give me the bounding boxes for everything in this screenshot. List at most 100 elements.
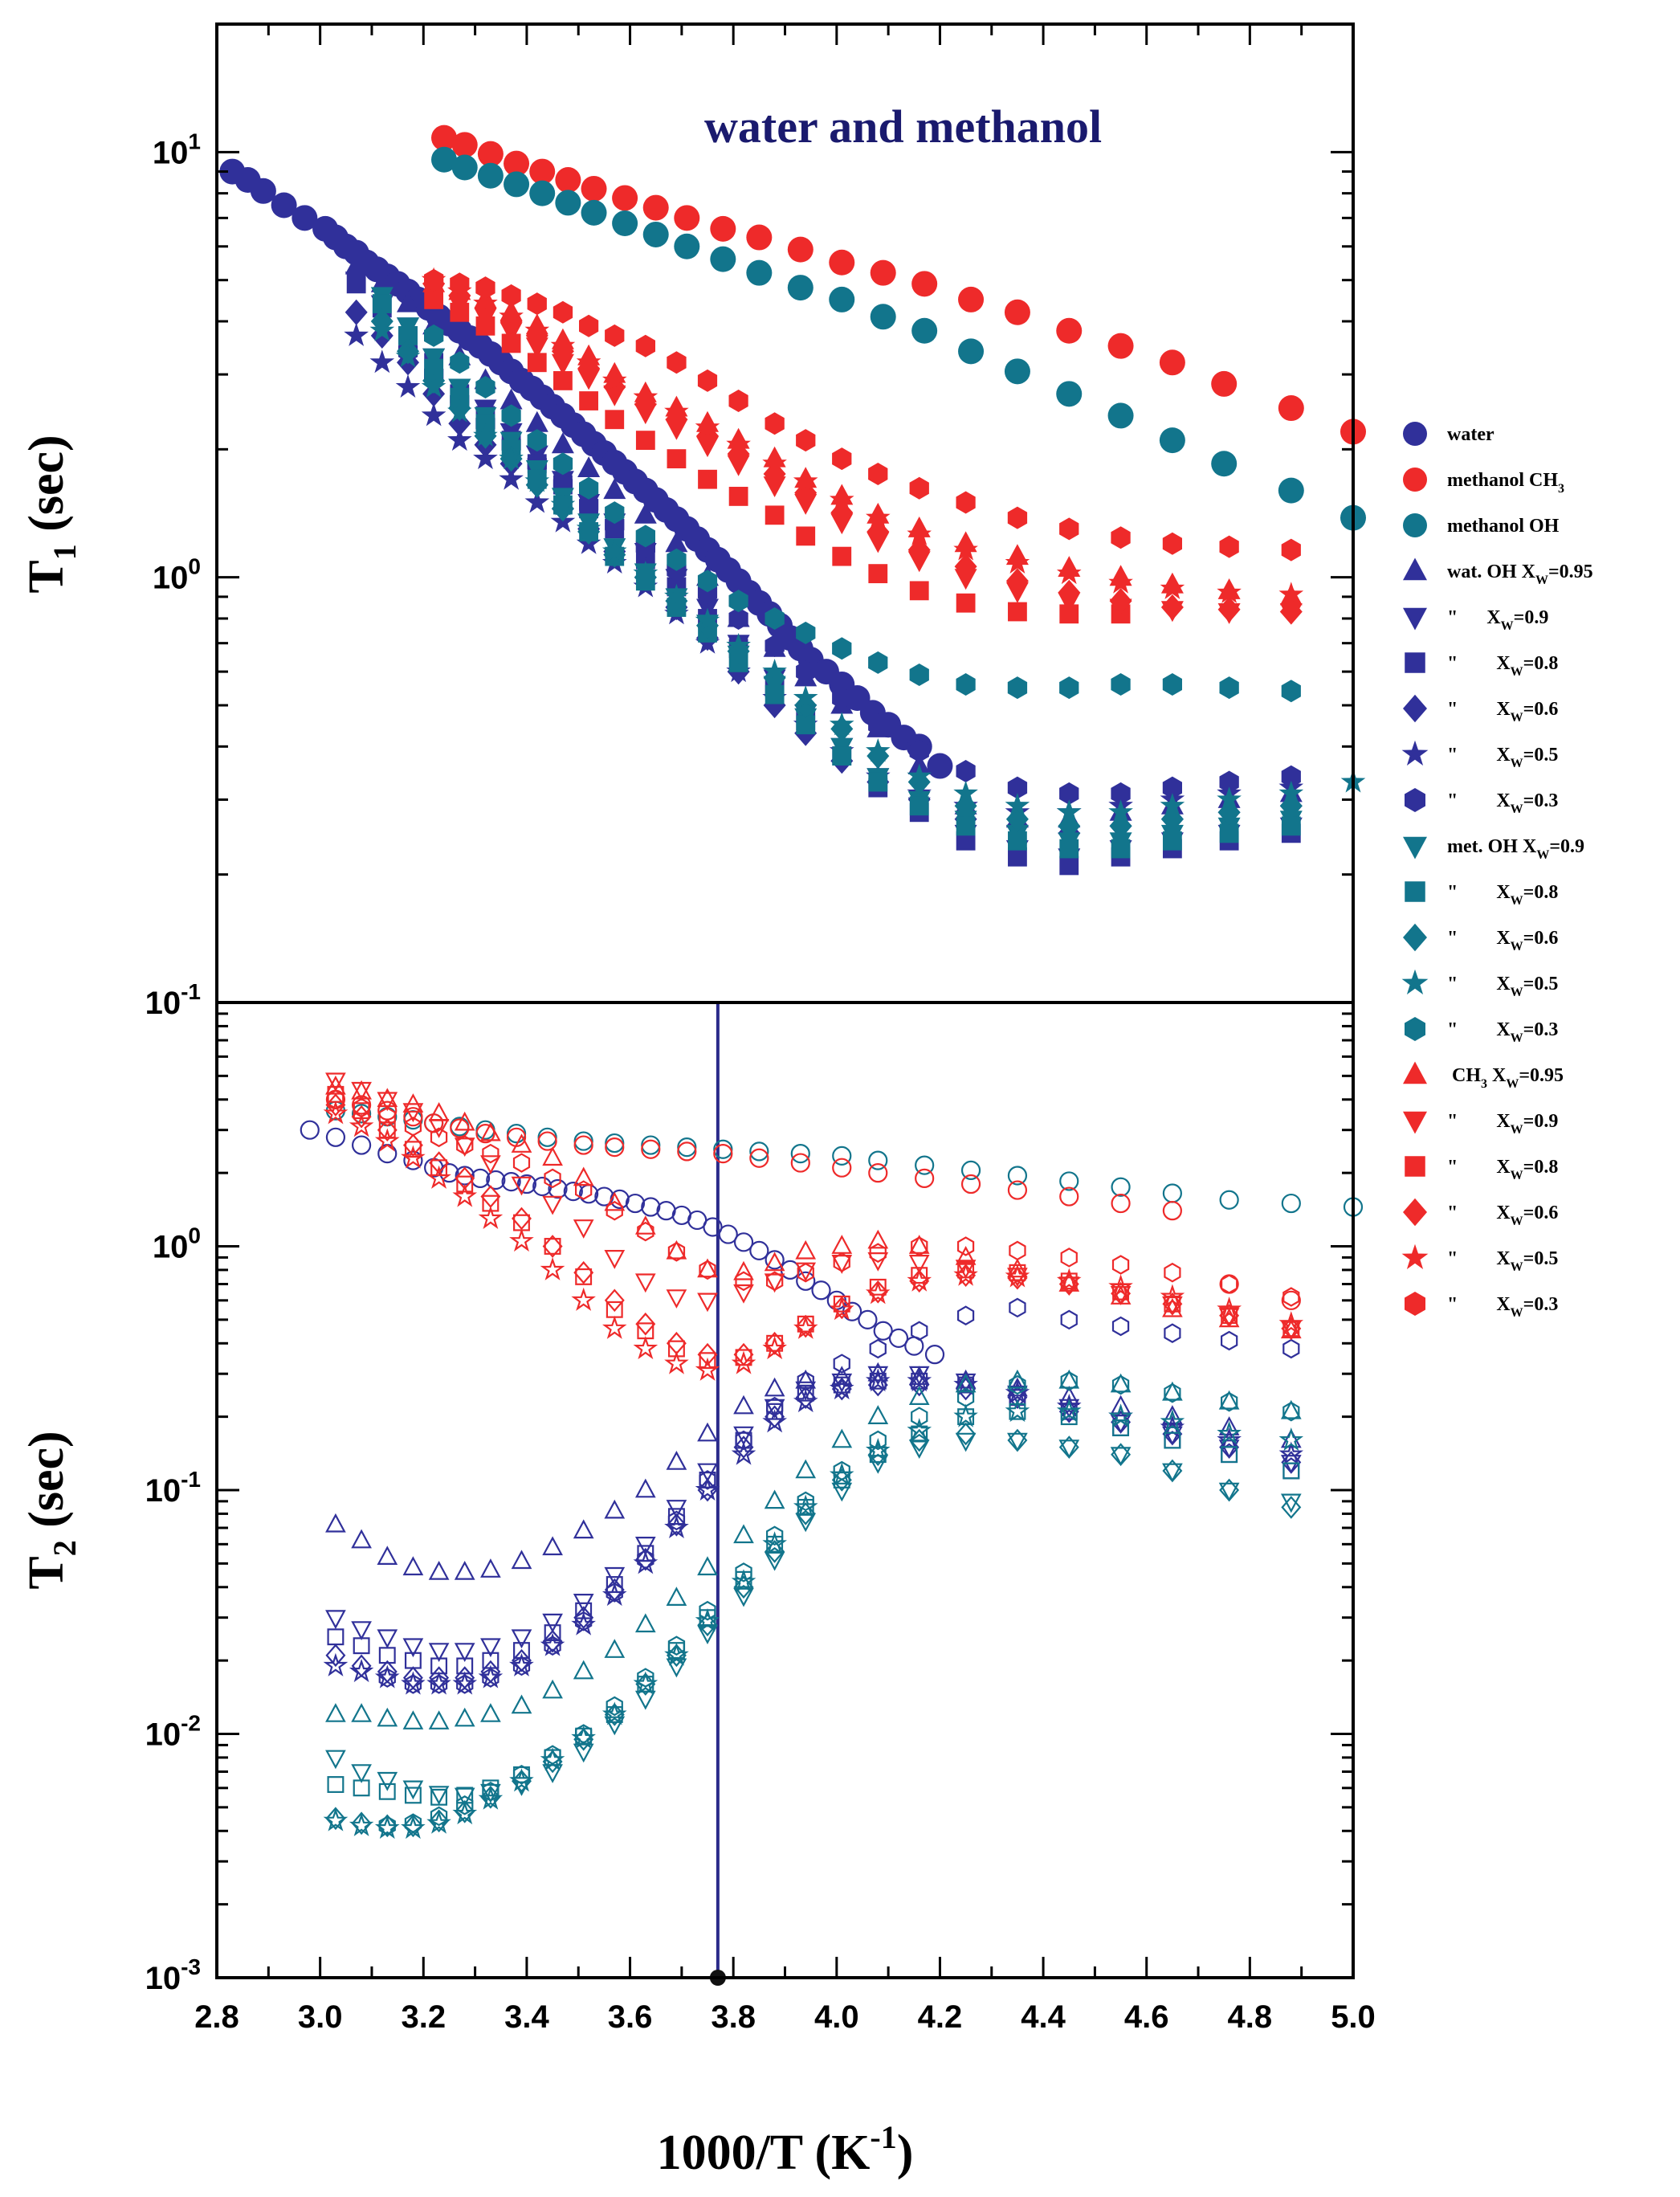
data-point: [456, 1795, 474, 1815]
data-point: [429, 1809, 450, 1833]
data-point: [763, 460, 786, 488]
data-point: [957, 1261, 975, 1279]
data-point: [865, 1280, 891, 1305]
data-point: [764, 1551, 785, 1571]
data-point: [327, 1089, 345, 1110]
data-point: [351, 1621, 372, 1641]
data-point: [506, 1124, 527, 1144]
legend-label: " XW=0.5: [1447, 974, 1558, 999]
data-point: [1281, 680, 1301, 703]
data-point: [765, 635, 785, 657]
data-point: [795, 1502, 816, 1525]
y-tick-label: 101: [153, 129, 201, 170]
data-point: [402, 1103, 424, 1123]
series-methanol-ch3: [431, 125, 1366, 445]
data-point: [907, 1268, 932, 1292]
data-point: [733, 1342, 754, 1366]
data-point: [749, 1148, 769, 1168]
data-point: [576, 349, 601, 374]
data-point: [667, 1510, 686, 1531]
data-point: [377, 1707, 398, 1727]
data-point: [867, 1280, 888, 1304]
data-point: [697, 369, 718, 392]
data-point: [765, 1271, 784, 1292]
data-point: [697, 1422, 718, 1442]
legend-item: " XW=0.5: [1401, 1243, 1558, 1274]
data-point: [544, 1238, 561, 1255]
data-point: [351, 1764, 372, 1783]
series-ch3-xw-0-8: [424, 290, 1131, 624]
legend-item: met. OH XW=0.9: [1403, 836, 1584, 862]
data-point: [477, 141, 504, 167]
data-point: [377, 1629, 398, 1649]
data-point: [574, 1611, 593, 1631]
data-point: [956, 1422, 977, 1446]
data-point: [909, 476, 929, 500]
data-point: [351, 1703, 372, 1722]
legend-item: " XW=0.3: [1405, 788, 1558, 816]
data-point: [426, 1165, 451, 1189]
data-point: [349, 1812, 374, 1836]
data-point: [1160, 594, 1184, 621]
data-point: [762, 1409, 788, 1433]
data-point: [351, 1104, 372, 1124]
data-point: [1056, 561, 1082, 585]
data-point: [1007, 506, 1028, 529]
data-point: [677, 1141, 697, 1162]
legend-marker: [1403, 1111, 1427, 1134]
data-point: [504, 171, 530, 198]
data-point: [699, 1600, 716, 1621]
data-point: [635, 1547, 656, 1571]
data-point: [430, 1806, 448, 1827]
data-point: [404, 1787, 422, 1804]
data-point: [604, 1499, 626, 1519]
data-point: [1219, 1190, 1239, 1210]
data-point: [911, 1267, 928, 1284]
data-point: [1281, 1290, 1301, 1310]
data-point: [430, 1159, 448, 1177]
data-point: [369, 317, 395, 341]
data-point: [603, 478, 626, 500]
legend-marker: [1405, 1156, 1425, 1177]
data-point: [831, 1366, 853, 1386]
legend-label: " XW=0.3: [1447, 790, 1558, 816]
data-point: [907, 1368, 932, 1392]
data-point: [1162, 1381, 1183, 1401]
data-point: [344, 322, 369, 346]
data-point: [606, 1200, 623, 1221]
data-point: [529, 158, 556, 185]
data-point: [397, 291, 419, 312]
x-tick-label: 3.8: [711, 1999, 756, 2035]
y-tick-base: 10: [145, 1961, 181, 1996]
data-point: [351, 1529, 372, 1549]
data-point: [746, 259, 773, 286]
data-point: [731, 1569, 756, 1593]
data-point: [542, 1629, 563, 1653]
data-point: [695, 414, 720, 439]
data-point: [428, 1560, 450, 1580]
data-point: [953, 537, 978, 561]
data-point: [346, 274, 366, 294]
data-point: [829, 712, 854, 736]
data-point: [480, 1558, 501, 1578]
data-point: [428, 1710, 450, 1729]
data-point: [402, 1638, 424, 1658]
data-point: [542, 1235, 563, 1258]
data-point: [1282, 1320, 1300, 1337]
data-point: [431, 146, 457, 173]
legend-marker: [1403, 468, 1427, 492]
data-point: [1162, 831, 1182, 851]
data-point: [404, 1813, 422, 1833]
data-point: [955, 1432, 977, 1452]
data-point: [867, 1362, 889, 1382]
data-point: [666, 1513, 687, 1537]
data-point: [1111, 839, 1131, 859]
data-point: [456, 1175, 474, 1193]
data-point: [1164, 1382, 1181, 1403]
data-point: [1111, 782, 1131, 805]
data-point: [695, 607, 720, 631]
data-point: [811, 1280, 831, 1301]
legend-marker: [1403, 557, 1427, 581]
data-point: [377, 1814, 398, 1838]
data-point: [697, 1258, 718, 1278]
